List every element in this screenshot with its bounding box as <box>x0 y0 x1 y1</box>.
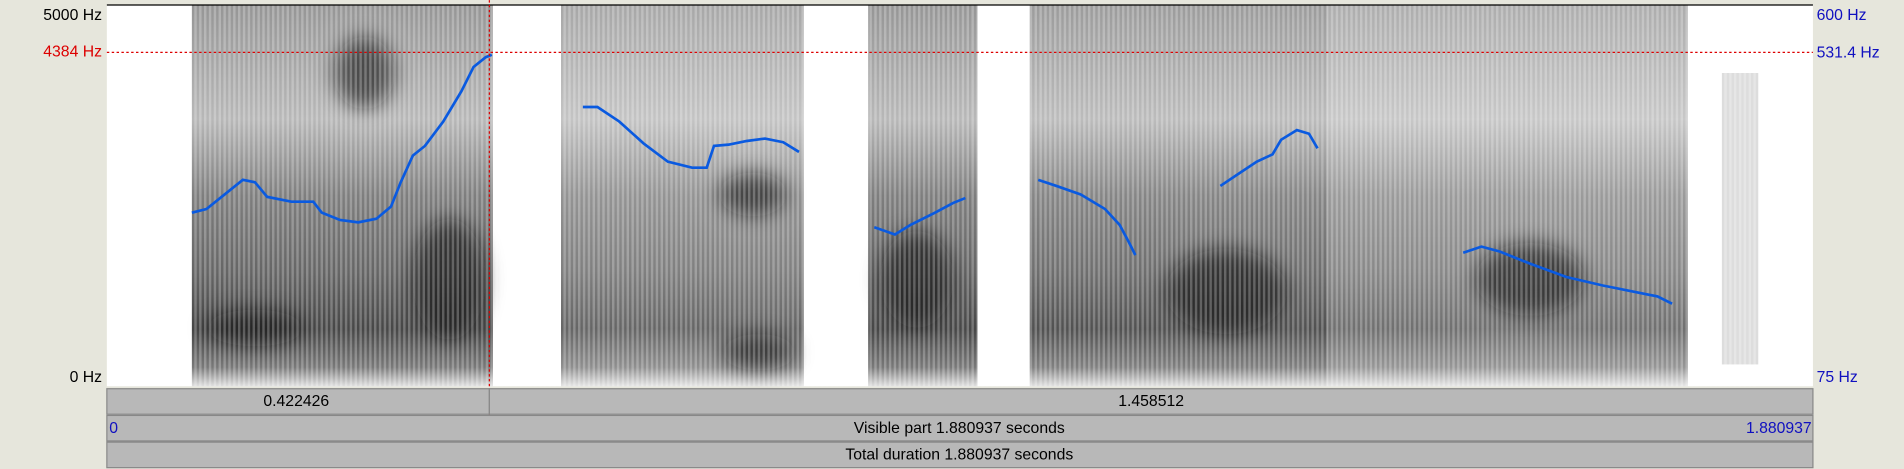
right-cursor-label: 531.4 Hz <box>1817 45 1880 62</box>
selection-right-button[interactable] <box>488 388 1814 415</box>
selection-right-text: 1.458512 <box>1118 393 1184 410</box>
right-bottom-label: 75 Hz <box>1817 369 1858 386</box>
selection-left-text: 0.422426 <box>263 393 329 410</box>
left-top-label: 5000 Hz <box>43 7 102 24</box>
spectrogram <box>191 5 1759 387</box>
visible-end: 1.880937 <box>1746 420 1812 437</box>
pitch-contour <box>191 53 1673 305</box>
total-label: Total duration 1.880937 seconds <box>845 447 1073 464</box>
left-cursor-label: 4384 Hz <box>43 44 102 61</box>
right-top-label: 600 Hz <box>1817 7 1867 24</box>
visible-label: Visible part 1.880937 seconds <box>854 420 1065 437</box>
selection-left-button[interactable] <box>106 388 490 415</box>
visible-part-button[interactable] <box>106 414 1814 442</box>
left-bottom-label: 0 Hz <box>70 369 103 386</box>
visible-start: 0 <box>109 420 118 437</box>
total-duration-button[interactable] <box>106 441 1814 469</box>
